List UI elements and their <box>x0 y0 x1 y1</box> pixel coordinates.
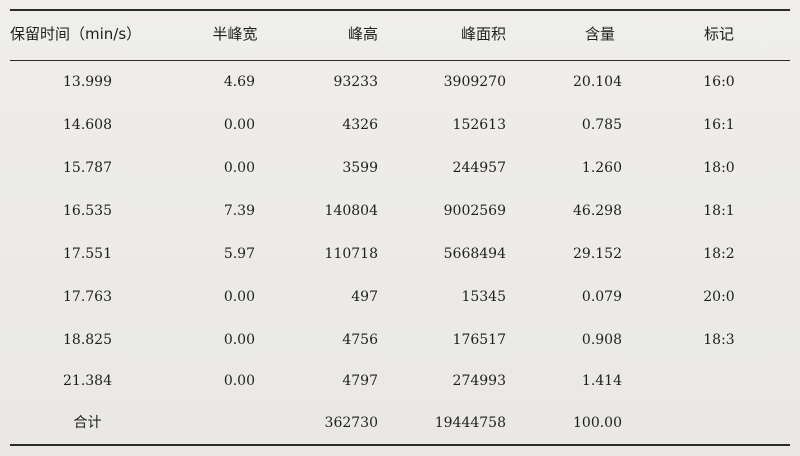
total-label-mark <box>690 403 748 443</box>
header-retention-time: 保留时间（min/s） <box>10 25 142 43</box>
cell-label: 18:3 <box>703 332 735 348</box>
cell-content: 0.908 <box>581 332 622 348</box>
cell-half-width: 5.97 <box>223 246 255 262</box>
cell-half-width: 4.69 <box>223 74 255 90</box>
cell-retention-time: 14.608 <box>63 117 112 133</box>
cell-peak-height: 4326 <box>342 117 378 133</box>
cell-peak-area: 176517 <box>452 332 506 348</box>
cell-content: 1.414 <box>581 373 622 389</box>
cell-peak-height: 110718 <box>324 246 378 262</box>
header-peak-height: 峰高 <box>347 25 378 43</box>
cell-content: 29.152 <box>573 246 622 262</box>
cell-peak-area: 9002569 <box>443 203 506 219</box>
cell-retention-time: 18.825 <box>63 332 112 348</box>
cell-retention-time: 15.787 <box>63 160 112 176</box>
table-row: 21.384 0.00 4797 274993 1.414 <box>0 361 800 401</box>
cell-label: 16:0 <box>703 74 735 90</box>
cell-peak-height: 497 <box>351 289 378 305</box>
cell-peak-area: 5668494 <box>443 246 506 262</box>
cell-retention-time: 17.763 <box>63 289 112 305</box>
header-half-width: 半峰宽 <box>212 25 258 43</box>
cell-half-width: 0.00 <box>223 373 255 389</box>
cell-peak-height: 4797 <box>342 373 378 389</box>
cell-peak-area: 3909270 <box>443 74 506 90</box>
cell-half-width: 0.00 <box>223 160 255 176</box>
table-row: 18.825 0.00 4756 176517 0.908 18:3 <box>0 320 800 360</box>
cell-peak-area: 244957 <box>452 160 506 176</box>
header-label: 标记 <box>703 25 734 43</box>
table-bottom-rule <box>10 444 790 446</box>
cell-label: 16:1 <box>703 117 735 133</box>
cell-peak-height: 140804 <box>324 203 378 219</box>
total-peak-area: 19444758 <box>434 415 506 431</box>
table-header-row: 保留时间（min/s） 半峰宽 峰高 峰面积 含量 标记 <box>0 14 800 54</box>
cell-retention-time: 21.384 <box>63 373 112 389</box>
cell-label: 18:0 <box>703 160 735 176</box>
cell-peak-height: 4756 <box>342 332 378 348</box>
cell-half-width: 7.39 <box>223 203 255 219</box>
table-row: 14.608 0.00 4326 152613 0.785 16:1 <box>0 105 800 145</box>
cell-label: 18:2 <box>703 246 735 262</box>
cell-retention-time: 16.535 <box>63 203 112 219</box>
header-peak-area: 峰面积 <box>460 25 506 43</box>
cell-label: 18:1 <box>703 203 735 219</box>
total-half-width <box>195 403 255 443</box>
table-row: 17.763 0.00 497 15345 0.079 20:0 <box>0 277 800 317</box>
table-row: 13.999 4.69 93233 3909270 20.104 16:0 <box>0 62 800 102</box>
cell-content: 1.260 <box>581 160 622 176</box>
header-content: 含量 <box>584 25 615 43</box>
cell-retention-time: 13.999 <box>63 74 112 90</box>
cell-content: 0.785 <box>581 117 622 133</box>
cell-half-width: 0.00 <box>223 117 255 133</box>
table-header-rule <box>10 60 790 61</box>
table-row: 16.535 7.39 140804 9002569 46.298 18:1 <box>0 191 800 231</box>
cell-peak-area: 274993 <box>452 373 506 389</box>
cell-retention-time: 17.551 <box>63 246 112 262</box>
cell-peak-height: 3599 <box>342 160 378 176</box>
cell-content: 20.104 <box>573 74 622 90</box>
table-row: 15.787 0.00 3599 244957 1.260 18:0 <box>0 148 800 188</box>
table-row: 17.551 5.97 110718 5668494 29.152 18:2 <box>0 234 800 274</box>
cell-peak-area: 152613 <box>452 117 506 133</box>
total-peak-height: 362730 <box>324 415 378 431</box>
cell-peak-area: 15345 <box>461 289 506 305</box>
cell-label: 20:0 <box>703 289 735 305</box>
total-label: 合计 <box>73 415 102 431</box>
table-total-row: 合计 362730 19444758 100.00 <box>0 403 800 443</box>
cell-peak-height: 93233 <box>333 74 378 90</box>
cell-content: 0.079 <box>581 289 622 305</box>
cell-label <box>690 361 748 401</box>
total-content: 100.00 <box>573 415 622 431</box>
cell-half-width: 0.00 <box>223 289 255 305</box>
table-top-rule <box>10 9 790 11</box>
cell-half-width: 0.00 <box>223 332 255 348</box>
cell-content: 46.298 <box>573 203 622 219</box>
